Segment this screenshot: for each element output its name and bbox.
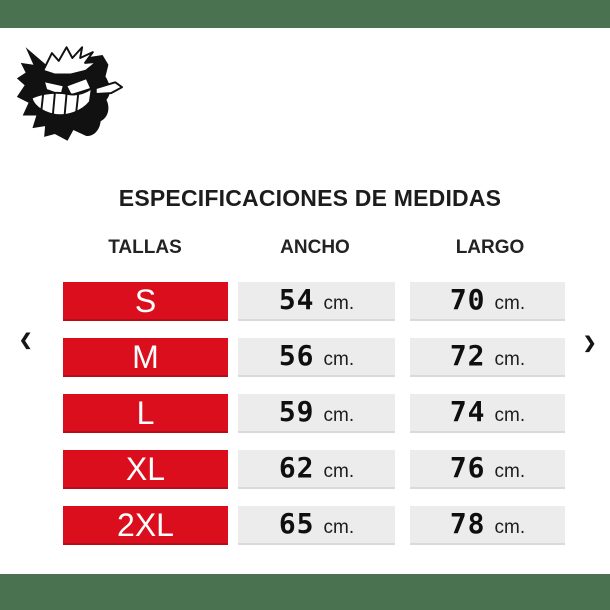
column-header-largo: LARGO [455, 237, 525, 258]
largo-value: 70 [449, 283, 486, 316]
table-row: M 56 cm. 72 cm. [63, 338, 565, 377]
size-table: S 54 cm. 70 cm. M 56 cm. 72 cm. L [63, 282, 565, 545]
size-label: 2XL [117, 506, 174, 543]
ancho-value: 56 [278, 339, 315, 372]
size-badge: L [63, 394, 228, 433]
next-arrow-icon[interactable]: ❯ [583, 335, 597, 352]
ancho-value: 54 [278, 283, 315, 316]
ancho-cell: 62 cm. [238, 450, 395, 489]
unit-label: cm. [323, 405, 355, 426]
largo-cell: 78 cm. [410, 506, 565, 545]
unit-label: cm. [494, 293, 526, 314]
size-badge: 2XL [63, 506, 228, 545]
unit-label: cm. [323, 293, 355, 314]
largo-cell: 72 cm. [410, 338, 565, 377]
page-title: ESPECIFICACIONES DE MEDIDAS [118, 185, 502, 211]
size-label: L [136, 394, 155, 431]
unit-label: cm. [494, 405, 526, 426]
size-badge: XL [63, 450, 228, 489]
table-row: S 54 cm. 70 cm. [63, 282, 565, 321]
largo-value: 72 [449, 339, 486, 372]
size-label: XL [125, 450, 166, 487]
size-label: M [132, 338, 159, 375]
page-background-band-bottom [0, 574, 610, 610]
table-row: 2XL 65 cm. 78 cm. [63, 506, 565, 545]
prev-arrow-icon[interactable]: ❮ [19, 332, 33, 349]
largo-cell: 70 cm. [410, 282, 565, 321]
ancho-value: 65 [278, 507, 315, 540]
ancho-cell: 54 cm. [238, 282, 395, 321]
gengar-logo [16, 46, 124, 141]
size-badge: S [63, 282, 228, 321]
largo-value: 78 [449, 507, 486, 540]
table-row: L 59 cm. 74 cm. [63, 394, 565, 433]
unit-label: cm. [494, 517, 526, 538]
ancho-value: 62 [278, 451, 315, 484]
ancho-value: 59 [278, 395, 315, 428]
largo-value: 76 [449, 451, 486, 484]
page-background-band-top [0, 0, 610, 28]
size-badge: M [63, 338, 228, 377]
unit-label: cm. [323, 461, 355, 482]
size-label: S [134, 282, 157, 319]
table-row: XL 62 cm. 76 cm. [63, 450, 565, 489]
unit-label: cm. [494, 349, 526, 370]
column-header-tallas: TALLAS [108, 237, 182, 258]
ancho-cell: 65 cm. [238, 506, 395, 545]
column-header-ancho: ANCHO [280, 237, 350, 258]
ancho-cell: 59 cm. [238, 394, 395, 433]
unit-label: cm. [323, 349, 355, 370]
ancho-cell: 56 cm. [238, 338, 395, 377]
largo-value: 74 [449, 395, 486, 428]
unit-label: cm. [494, 461, 526, 482]
unit-label: cm. [323, 517, 355, 538]
largo-cell: 74 cm. [410, 394, 565, 433]
largo-cell: 76 cm. [410, 450, 565, 489]
